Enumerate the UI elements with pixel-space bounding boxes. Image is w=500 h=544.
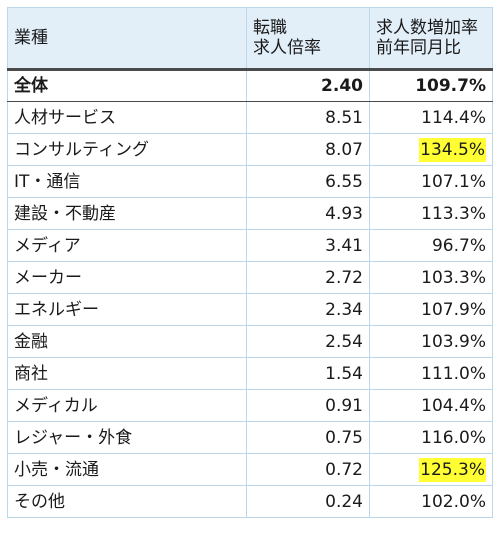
table-row: 商社 1.54 111.0% [7,357,493,390]
row-ratio: 0.91 [246,389,370,422]
table-row: コンサルティング 8.07 134.5% [7,133,493,166]
row-category: メディカル [7,389,247,422]
row-ratio: 0.72 [246,453,370,486]
row-category: レジャー・外食 [7,421,247,454]
table-row: 人材サービス 8.51 114.4% [7,101,493,134]
row-category: メーカー [7,261,247,294]
industry-table-container: 業種 転職 求人倍率 求人数増加率 前年同月比 全体 2.40 109.7% 人… [7,7,493,518]
row-ratio: 0.75 [246,421,370,454]
row-category: メディア [7,229,247,262]
header-category-label: 業種 [14,28,48,48]
highlight-marker: 125.3% [419,457,486,482]
row-ratio: 6.55 [246,165,370,198]
row-category: その他 [7,485,247,518]
table-row: メディア 3.41 96.7% [7,229,493,262]
table-row: 建設・不動産 4.93 113.3% [7,197,493,230]
row-category: エネルギー [7,293,247,326]
total-growth: 109.7% [369,69,493,102]
row-category: コンサルティング [7,133,247,166]
row-ratio: 8.07 [246,133,370,166]
row-growth-highlighted: 134.5% [369,133,493,166]
row-growth: 96.7% [369,229,493,262]
table-row: その他 0.24 102.0% [7,485,493,518]
row-growth: 104.4% [369,389,493,422]
header-ratio-line2: 求人倍率 [253,38,321,58]
row-category: 商社 [7,357,247,390]
row-category: 建設・不動産 [7,197,247,230]
table-row: エネルギー 2.34 107.9% [7,293,493,326]
row-ratio: 2.54 [246,325,370,358]
row-ratio: 2.72 [246,261,370,294]
row-growth: 113.3% [369,197,493,230]
row-growth: 107.9% [369,293,493,326]
row-growth: 114.4% [369,101,493,134]
total-category: 全体 [7,69,247,102]
header-growth: 求人数増加率 前年同月比 [369,7,493,71]
table-row: IT・通信 6.55 107.1% [7,165,493,198]
row-ratio: 8.51 [246,101,370,134]
row-category: 小売・流通 [7,453,247,486]
header-ratio: 転職 求人倍率 [246,7,370,71]
row-ratio: 3.41 [246,229,370,262]
table-row: メディカル 0.91 104.4% [7,389,493,422]
row-growth: 103.3% [369,261,493,294]
header-growth-line1: 求人数増加率 [376,18,478,38]
row-growth: 107.1% [369,165,493,198]
total-row: 全体 2.40 109.7% [7,69,493,102]
row-growth: 111.0% [369,357,493,390]
row-category: 金融 [7,325,247,358]
row-growth: 102.0% [369,485,493,518]
header-category: 業種 [7,7,247,71]
row-growth-highlighted: 125.3% [369,453,493,486]
row-category: 人材サービス [7,101,247,134]
table-header-row: 業種 転職 求人倍率 求人数増加率 前年同月比 [7,7,493,71]
row-ratio: 4.93 [246,197,370,230]
table-row: メーカー 2.72 103.3% [7,261,493,294]
row-category: IT・通信 [7,165,247,198]
row-ratio: 1.54 [246,357,370,390]
total-ratio: 2.40 [246,69,370,102]
row-ratio: 0.24 [246,485,370,518]
row-growth: 103.9% [369,325,493,358]
industry-job-table: 業種 転職 求人倍率 求人数増加率 前年同月比 全体 2.40 109.7% 人… [7,7,493,518]
header-growth-line2: 前年同月比 [376,38,461,58]
table-row: 小売・流通 0.72 125.3% [7,453,493,486]
row-growth: 116.0% [369,421,493,454]
header-ratio-line1: 転職 [253,18,287,38]
highlight-marker: 134.5% [419,137,486,162]
table-row: レジャー・外食 0.75 116.0% [7,421,493,454]
table-row: 金融 2.54 103.9% [7,325,493,358]
row-ratio: 2.34 [246,293,370,326]
